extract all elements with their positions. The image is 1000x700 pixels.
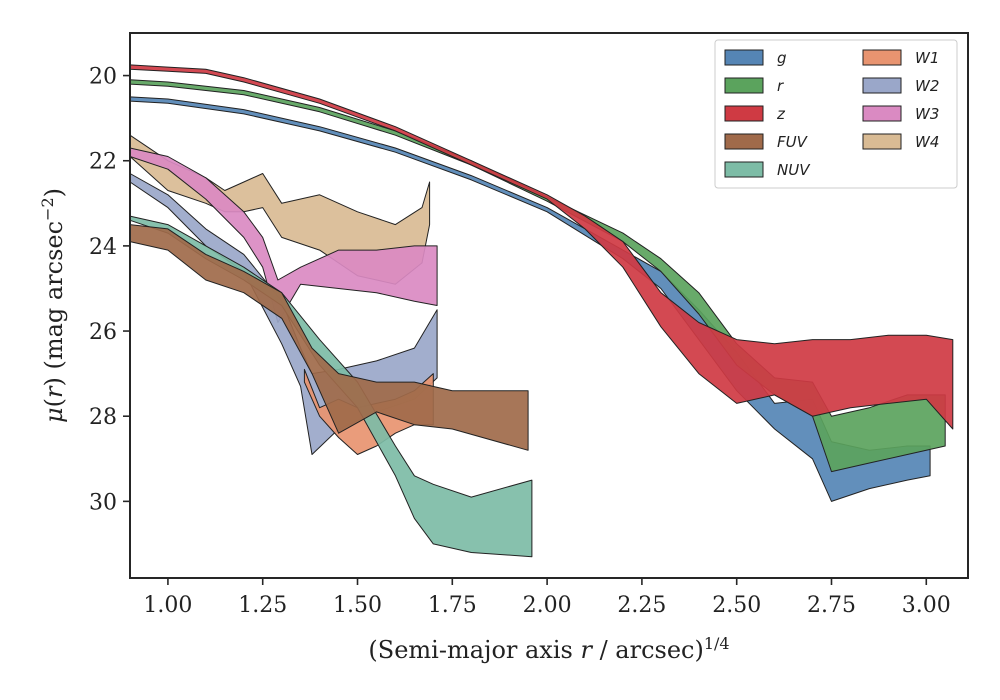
legend-swatch — [862, 77, 902, 94]
x-tick-label: 1.75 — [428, 593, 477, 618]
legend-label: g — [777, 49, 787, 67]
y-tick-label: 30 — [89, 490, 117, 515]
legend-label: r — [777, 77, 784, 95]
y-tick-label: 26 — [89, 320, 117, 345]
legend-swatch — [862, 105, 902, 122]
plot-frame — [129, 32, 969, 579]
band-fuv — [129, 224, 529, 451]
y-axis-ticks: 20 22 24 26 28 30 — [89, 65, 130, 515]
legend-item-r: r — [724, 77, 784, 95]
legend-swatch — [724, 105, 764, 122]
legend-swatch — [862, 133, 902, 150]
legend-item-g: g — [724, 49, 787, 67]
y-axis-title: μ(r) (mag arcsec−2) — [38, 188, 69, 423]
legend-label: W2 — [915, 77, 939, 95]
legend-item-w3: W3 — [862, 105, 939, 123]
x-tick-label: 1.50 — [333, 593, 382, 618]
y-tick-label: 20 — [89, 65, 117, 90]
legend-label: W1 — [915, 49, 939, 67]
x-axis-title: (Semi-major axis r / arcsec)1/4 — [368, 634, 729, 665]
legend-label: W4 — [915, 133, 939, 151]
legend-item-w1: W1 — [862, 49, 939, 67]
series-bands — [129, 64, 954, 558]
legend-label: z — [776, 105, 786, 123]
legend-label: NUV — [777, 161, 811, 179]
legend-swatch — [724, 133, 764, 150]
x-tick-label: 2.00 — [523, 593, 572, 618]
x-tick-label: 2.25 — [617, 593, 666, 618]
legend-swatch — [724, 161, 764, 178]
legend-swatch — [724, 77, 764, 94]
legend-item-fuv: FUV — [724, 133, 809, 151]
legend-item-w2: W2 — [862, 77, 939, 95]
legend-swatch — [862, 49, 902, 66]
legend: grz FUV NUV W1 W2 W3 W4 — [714, 39, 958, 189]
y-tick-label: 22 — [89, 150, 117, 175]
legend-swatch — [724, 49, 764, 66]
band-w3 — [129, 147, 438, 323]
x-tick-label: 3.00 — [902, 593, 951, 618]
legend-label: W3 — [915, 105, 939, 123]
legend-item-w4: W4 — [862, 133, 939, 151]
legend-label: FUV — [777, 133, 809, 151]
legend-item-nuv: NUV — [724, 161, 811, 179]
x-tick-label: 1.00 — [143, 593, 192, 618]
y-tick-label: 24 — [89, 235, 117, 260]
x-tick-label: 2.50 — [712, 593, 761, 618]
legend-item-z: z — [724, 105, 786, 123]
legend-box — [714, 39, 958, 189]
y-tick-label: 28 — [89, 405, 117, 430]
x-tick-label: 1.25 — [238, 593, 287, 618]
x-tick-label: 2.75 — [807, 593, 856, 618]
band-z — [129, 64, 954, 430]
x-axis-ticks: 1.00 1.25 1.50 1.75 2.00 2.25 2.50 2.75 3.00 — [143, 578, 951, 618]
